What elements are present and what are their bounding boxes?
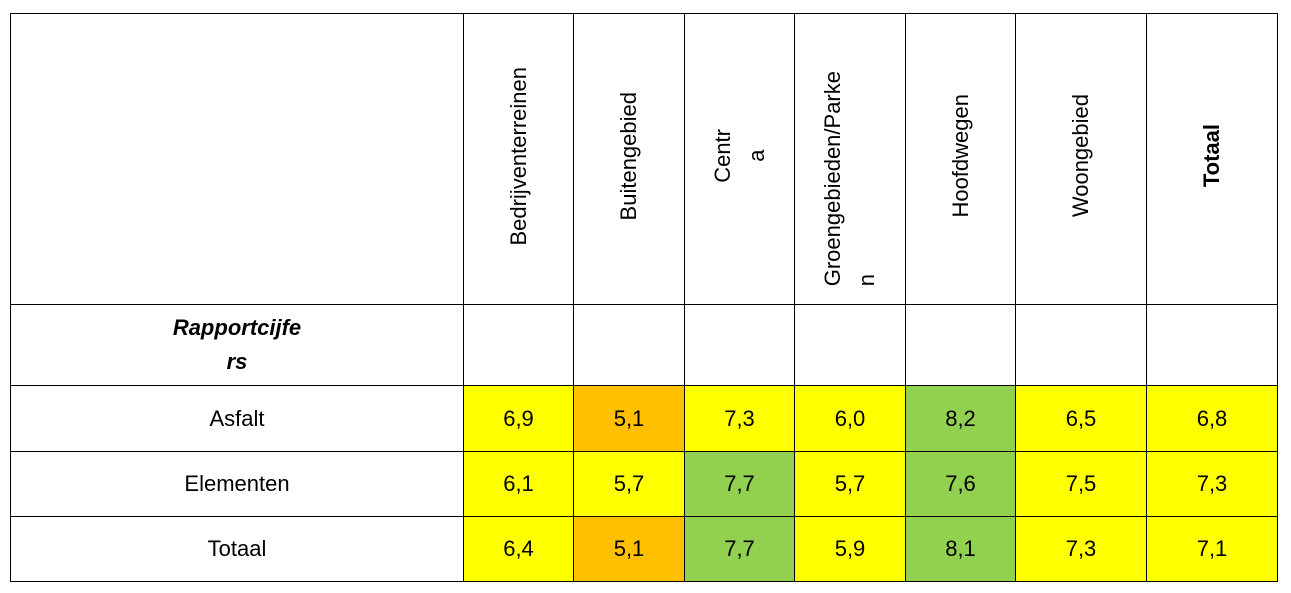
score-cell: 8,2 xyxy=(905,385,1016,452)
col-header: Groengebieden/Parke n xyxy=(794,13,906,305)
col-header: Totaal xyxy=(1146,13,1278,305)
score-cell: 7,3 xyxy=(1146,451,1278,517)
col-header-text: Centr a xyxy=(709,129,769,183)
score-cell: 6,8 xyxy=(1146,385,1278,452)
empty-cell xyxy=(794,304,906,386)
col-header-text: Groengebieden/Parke n xyxy=(820,70,879,286)
col-header: Buitengebied xyxy=(573,13,685,305)
col-header-text: Hoofdwegen xyxy=(947,94,973,218)
score-cell: 6,4 xyxy=(463,516,574,582)
score-cell: 7,3 xyxy=(684,385,795,452)
section-label-text: Rapportcijfe rs xyxy=(172,315,302,374)
section-row: Rapportcijfe rs xyxy=(10,304,1278,386)
col-header-text: Buitengebied xyxy=(616,91,641,221)
score-cell: 6,9 xyxy=(463,385,574,452)
col-header-text: Bedrijventerreinen xyxy=(505,66,531,246)
score-cell: 7,6 xyxy=(905,451,1016,517)
col-header: Woongebied xyxy=(1015,13,1147,305)
empty-cell xyxy=(573,304,685,386)
row-label: Totaal xyxy=(10,516,464,582)
rapportcijfers-table: Bedrijventerreinen Buitengebied Centr a … xyxy=(10,13,1278,582)
corner-cell xyxy=(10,13,464,305)
score-cell: 5,1 xyxy=(573,516,685,582)
score-cell: 5,7 xyxy=(573,451,685,517)
score-cell: 5,7 xyxy=(794,451,906,517)
empty-cell xyxy=(905,304,1016,386)
col-header: Bedrijventerreinen xyxy=(463,13,574,305)
col-header-text: Totaal xyxy=(1199,124,1224,188)
score-cell: 8,1 xyxy=(905,516,1016,582)
empty-cell xyxy=(1015,304,1147,386)
score-cell: 7,1 xyxy=(1146,516,1278,582)
table-row: Totaal 6,4 5,1 7,7 5,9 8,1 7,3 7,1 xyxy=(10,516,1278,582)
score-cell: 6,1 xyxy=(463,451,574,517)
score-cell: 5,1 xyxy=(573,385,685,452)
score-cell: 6,0 xyxy=(794,385,906,452)
score-cell: 7,7 xyxy=(684,516,795,582)
row-label: Asfalt xyxy=(10,385,464,452)
score-cell: 7,5 xyxy=(1015,451,1147,517)
header-row: Bedrijventerreinen Buitengebied Centr a … xyxy=(10,13,1278,305)
section-label: Rapportcijfe rs xyxy=(10,304,464,386)
col-header-text: Woongebied xyxy=(1068,94,1093,218)
empty-cell xyxy=(463,304,574,386)
empty-cell xyxy=(684,304,795,386)
table-row: Asfalt 6,9 5,1 7,3 6,0 8,2 6,5 6,8 xyxy=(10,385,1278,452)
score-cell: 7,3 xyxy=(1015,516,1147,582)
score-cell: 7,7 xyxy=(684,451,795,517)
table-row: Elementen 6,1 5,7 7,7 5,7 7,6 7,5 7,3 xyxy=(10,451,1278,517)
empty-cell xyxy=(1146,304,1278,386)
row-label: Elementen xyxy=(10,451,464,517)
score-cell: 5,9 xyxy=(794,516,906,582)
col-header: Hoofdwegen xyxy=(905,13,1016,305)
col-header: Centr a xyxy=(684,13,795,305)
score-cell: 6,5 xyxy=(1015,385,1147,452)
